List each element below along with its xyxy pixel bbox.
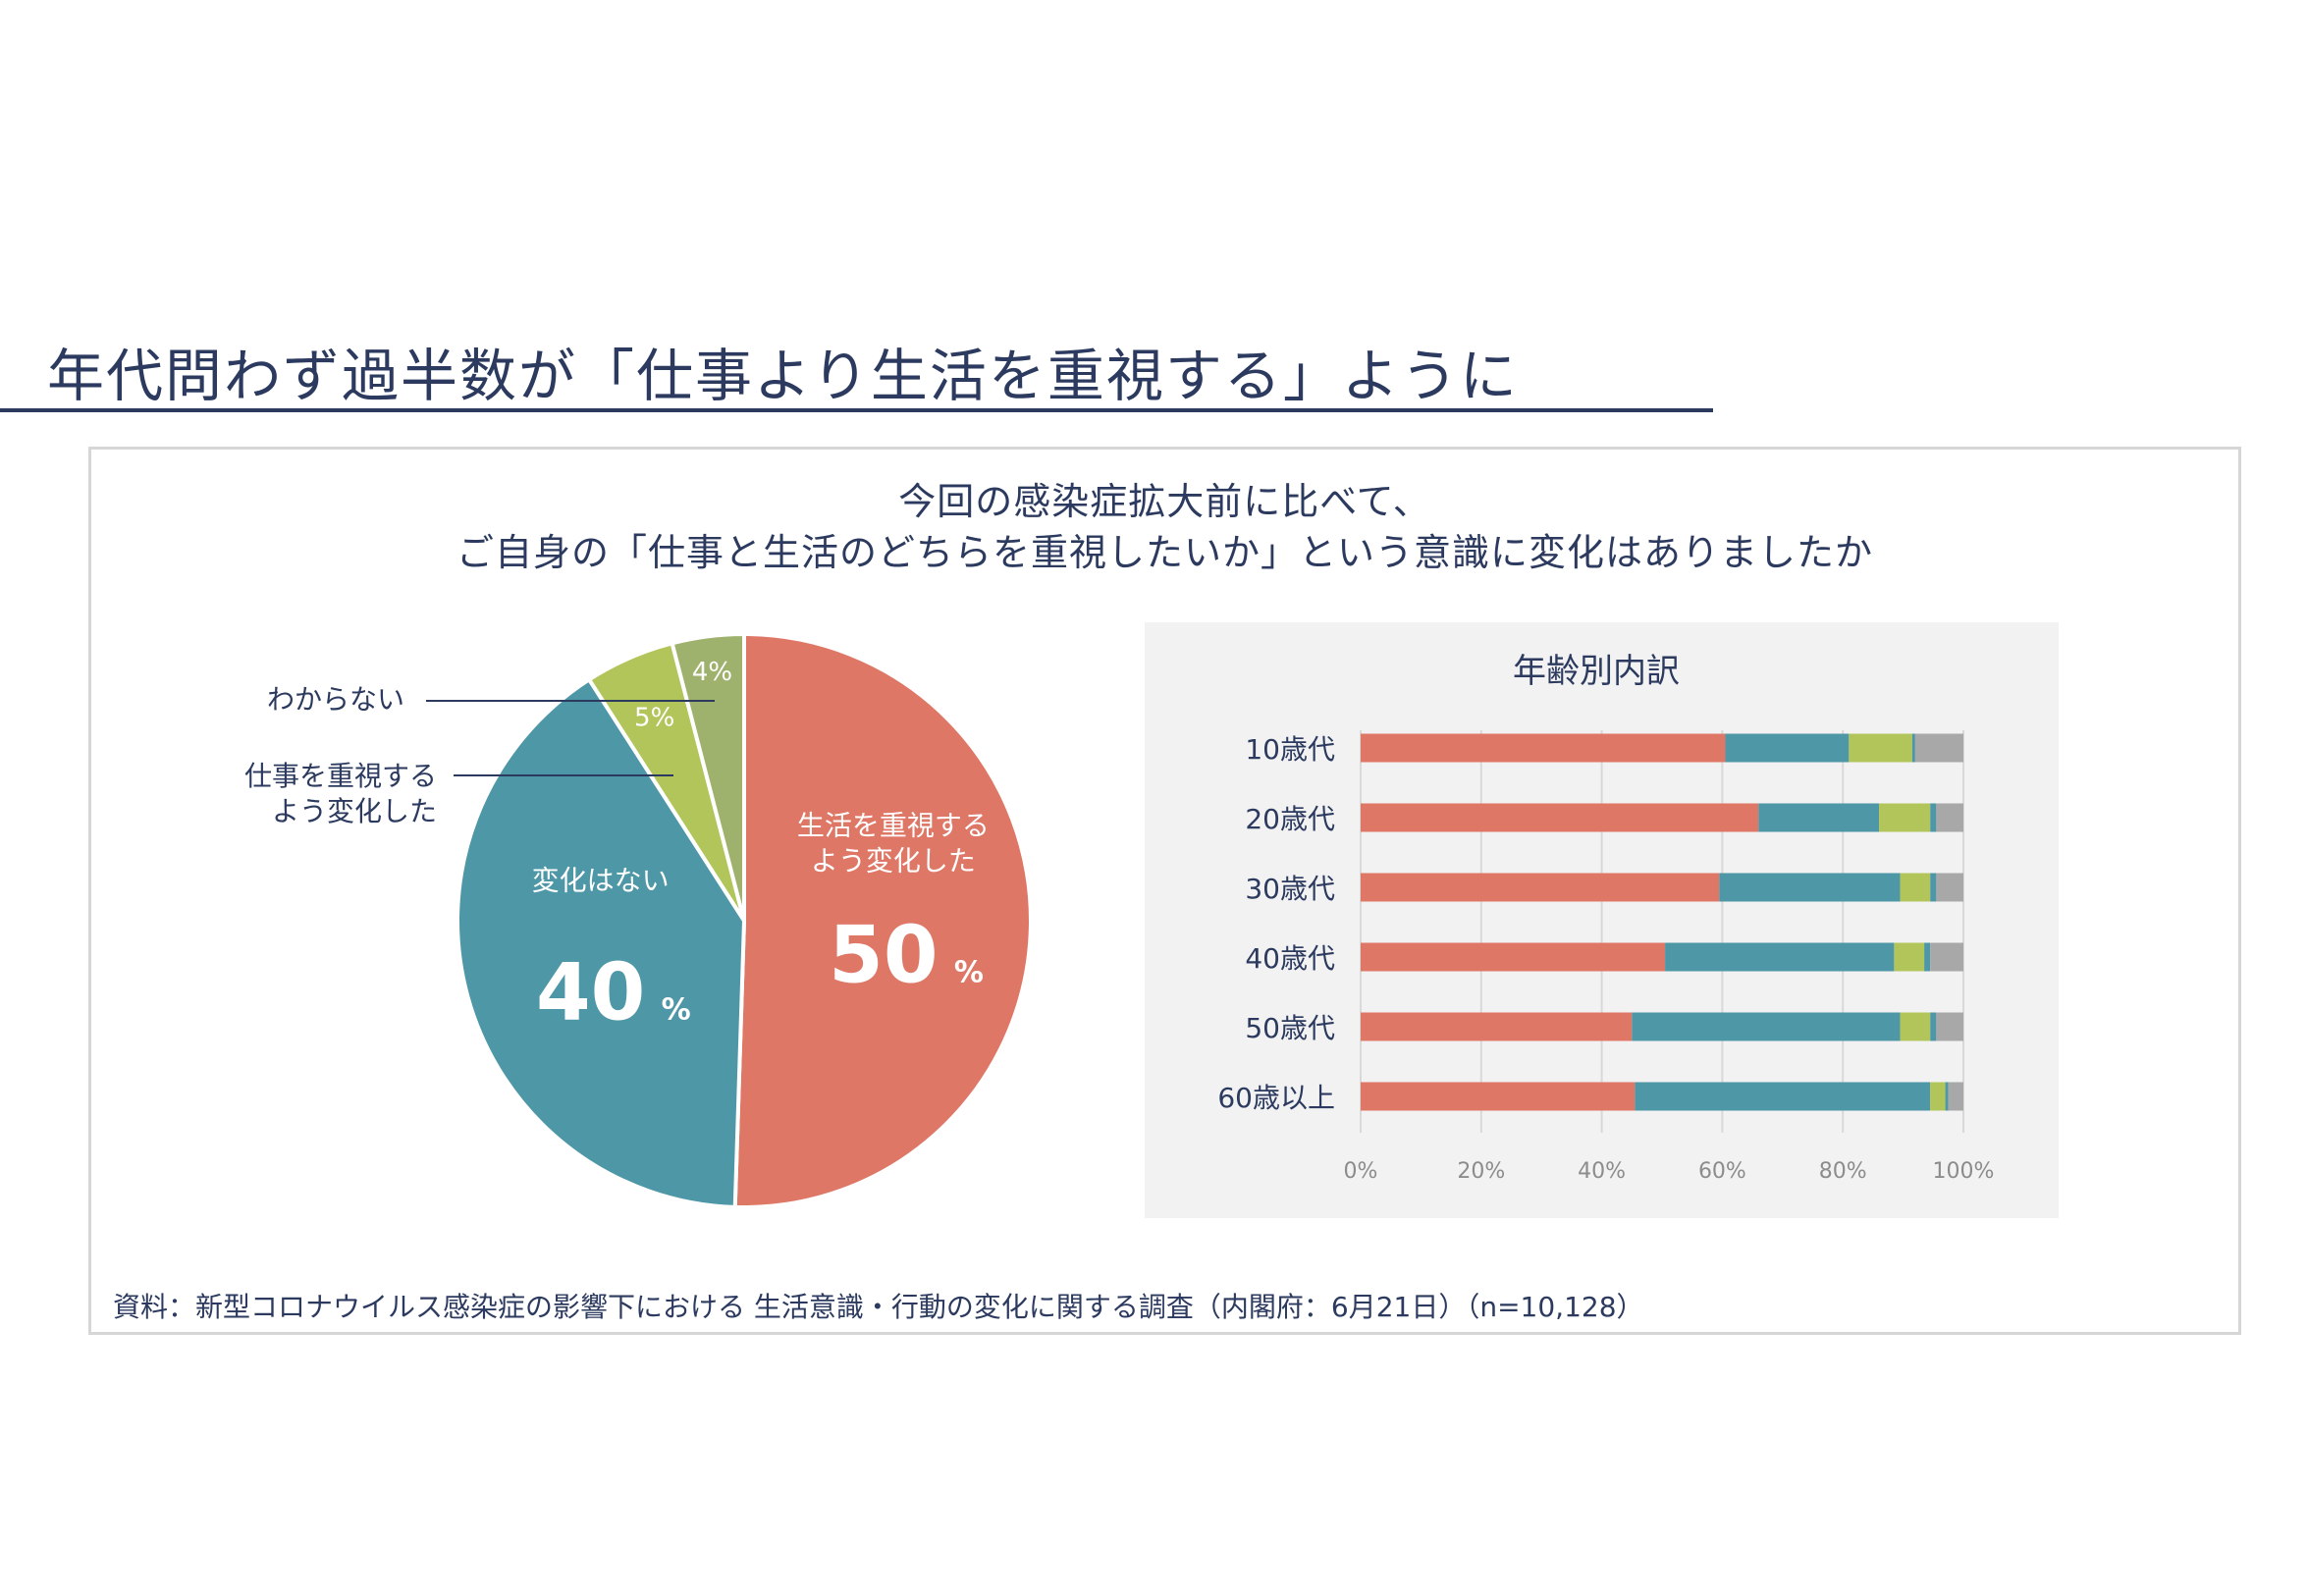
bar-segment-work [1900, 873, 1931, 902]
bar-category-label: 20歳代 [1245, 803, 1335, 835]
source-note: 資料：新型コロナウイルス感染症の影響下における 生活意識・行動の変化に関する調査… [113, 1291, 1644, 1323]
bar-segment-unknown [1914, 733, 1963, 763]
bar-segment-other [1930, 803, 1937, 832]
bar-segment-work [1849, 733, 1912, 763]
bar-x-tick-label: 100% [1933, 1159, 1995, 1184]
pie-slice-3-label: わからない [267, 683, 404, 716]
bar-segment-life [1361, 873, 1720, 902]
bar-chart-title: 年齢別内訳 [1513, 652, 1680, 691]
pie-slice-0-unit: % [954, 955, 984, 989]
bar-segment-no_change [1725, 733, 1850, 763]
bar-x-tick-label: 40% [1578, 1159, 1626, 1184]
pie-slice-0-label: 生活を重視する [797, 809, 990, 841]
bar-x-tick-label: 20% [1457, 1159, 1505, 1184]
bar-chart: 年齢別内訳 0% 20% 40% 60% 80% 100% 10歳代 20歳代 30歳代 40歳代 5… [1217, 652, 1995, 1184]
pie-slice-0 [732, 631, 1034, 1209]
question-line-1: 今回の感染症拡大前に比べて、 [898, 480, 1431, 523]
pie-slice-2-label: 仕事を重視する [244, 760, 437, 792]
pie-slice-3-value: 4% [692, 658, 732, 687]
pie-slice-1-label: 変化はない [532, 864, 670, 896]
bar-segment-other [1945, 1082, 1949, 1111]
page-title: 年代問わず過半数が「仕事より生活を重視する」ように [47, 343, 1519, 409]
bar-chart-panel: 年齢別内訳 0% 20% 40% 60% 80% 100% 10歳代 20歳代 30歳代 40歳代 5… [1145, 622, 2059, 1218]
bar-segment-other [1911, 733, 1915, 763]
bar-segment-work [1930, 1082, 1946, 1111]
pie-slice-3 [670, 631, 746, 922]
bar-segment-unknown [1936, 803, 1963, 832]
bar-category-label: 60歳以上 [1217, 1082, 1335, 1114]
bar-segment-no_change [1635, 1082, 1931, 1111]
bar-segment-other [1930, 873, 1937, 902]
bar-category-label: 50歳代 [1245, 1012, 1335, 1044]
pie-slice-0-label: よう変化した [811, 844, 976, 877]
bar-segment-other [1930, 1012, 1937, 1041]
bar-segment-life [1361, 803, 1759, 832]
pie-slice-2-value: 5% [634, 703, 674, 732]
title-underline [0, 408, 1713, 412]
bar-x-tick-label: 0% [1344, 1159, 1378, 1184]
bar-segment-life [1361, 1082, 1636, 1111]
bar-segment-unknown [1936, 1012, 1963, 1041]
pie-slice-1-value: 40 [536, 946, 645, 1037]
bar-segment-work [1894, 942, 1925, 972]
bar-segment-life [1361, 942, 1666, 972]
bar-segment-life [1361, 1012, 1633, 1041]
bar-segment-life [1361, 733, 1726, 763]
question-line-2: ご自身の「仕事と生活のどちらを重視したいか」という意識に変化はありましたか [456, 531, 1873, 574]
bar-segment-unknown [1930, 942, 1963, 972]
pie-slice-2-label: よう変化した [272, 795, 437, 827]
bar-category-label: 30歳代 [1245, 873, 1335, 905]
bar-x-tick-label: 60% [1698, 1159, 1746, 1184]
pie-slice-0-value: 50 [829, 909, 938, 1000]
bar-x-tick-label: 80% [1819, 1159, 1867, 1184]
bar-segment-no_change [1719, 873, 1901, 902]
bar-segment-unknown [1948, 1082, 1963, 1111]
bar-segment-unknown [1936, 873, 1963, 902]
bar-category-label: 10歳代 [1245, 733, 1335, 766]
bar-segment-other [1924, 942, 1931, 972]
bar-segment-no_change [1632, 1012, 1901, 1041]
bar-segment-work [1879, 803, 1931, 832]
pie-slice-1-unit: % [662, 992, 691, 1027]
bar-segment-no_change [1758, 803, 1880, 832]
bar-segment-no_change [1665, 942, 1895, 972]
bar-category-label: 40歳代 [1245, 942, 1335, 975]
bar-segment-work [1900, 1012, 1931, 1041]
